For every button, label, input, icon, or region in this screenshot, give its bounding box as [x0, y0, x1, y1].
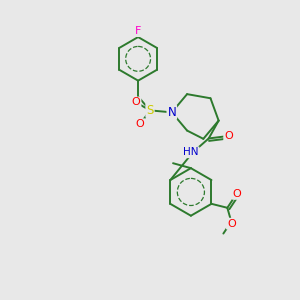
- Text: S: S: [146, 104, 154, 117]
- Text: O: O: [233, 189, 242, 199]
- Text: N: N: [167, 106, 176, 119]
- Text: F: F: [135, 26, 141, 36]
- Text: O: O: [224, 131, 233, 142]
- Text: HN: HN: [183, 147, 199, 157]
- Text: O: O: [132, 98, 140, 107]
- Text: O: O: [136, 119, 145, 129]
- Text: O: O: [227, 219, 236, 229]
